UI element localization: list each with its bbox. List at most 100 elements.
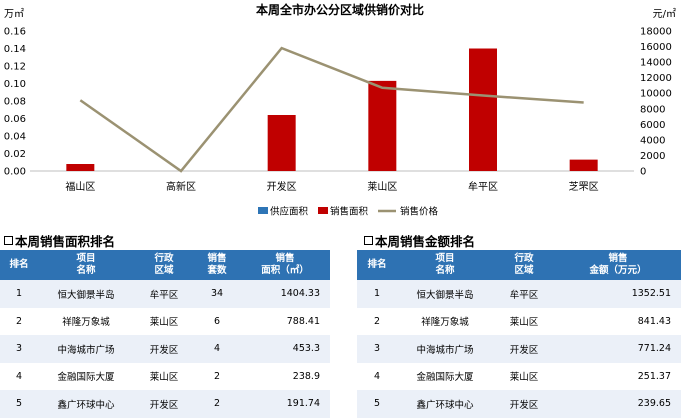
legend-label: 销售面积 <box>330 206 369 218</box>
left-tick-label: 0.06 <box>4 114 26 125</box>
area-table-cell: 恒大御景半岛 <box>38 280 134 308</box>
right-tick-label: 16000 <box>640 42 672 53</box>
left-tick-label: 0.16 <box>4 27 26 38</box>
area-table-cell: 6 <box>194 307 240 335</box>
right-tick-label: 2000 <box>640 151 665 162</box>
chart-legend: 供应面积 销售面积 销售价格 <box>258 206 439 218</box>
square-bullet-icon <box>364 236 373 245</box>
right-tick-label: 4000 <box>640 135 665 146</box>
area-table-cell: 祥隆万象城 <box>38 307 134 335</box>
area-ranking-title: 本周销售面积排名 <box>15 234 116 249</box>
left-tick-label: 0.02 <box>4 149 26 160</box>
area-ranking-table: 排名 项目 名称 行政 区域 销售 套数 销售 面积（㎡） 1 恒大御景半岛 牟平区 34 1404.3… <box>0 250 330 418</box>
amount-ranking-heading: 本周销售金额排名 <box>364 231 475 250</box>
right-tick-label: 14000 <box>640 58 672 69</box>
left-tick-label: 0.04 <box>4 132 26 143</box>
amount-table-cell: 恒大御景半岛 <box>397 280 493 308</box>
area-table-header-cell: 行政 区域 <box>134 250 194 280</box>
left-tick-label: 0.00 <box>4 167 26 178</box>
sales-area-bar <box>469 48 497 171</box>
sales-price-line <box>79 46 584 173</box>
left-tick-label: 0.12 <box>4 62 26 73</box>
sales-area-bar <box>66 164 95 171</box>
area-table-cell: 莱山区 <box>134 362 194 390</box>
area-table-cell: 2 <box>0 307 38 335</box>
amount-table-cell: 中海城市广场 <box>397 335 493 363</box>
right-tick-label: 6000 <box>640 120 665 131</box>
amount-table-cell: 239.65 <box>555 390 681 418</box>
area-table-cell: 中海城市广场 <box>38 335 134 363</box>
x-tick-label: 高新区 <box>166 180 196 193</box>
area-table-cell: 788.41 <box>240 307 330 335</box>
amount-table-cell: 3 <box>357 335 397 363</box>
table-row: 3 中海城市广场 开发区 771.24 <box>357 335 681 363</box>
table-row: 4 金融国际大厦 莱山区 251.37 <box>357 362 681 390</box>
amount-table-cell: 牟平区 <box>493 280 555 308</box>
area-table-header-cell: 销售 套数 <box>194 250 240 280</box>
area-table-cell: 453.3 <box>240 335 330 363</box>
square-bullet-icon <box>4 236 13 245</box>
amount-table-cell: 祥隆万象城 <box>397 307 493 335</box>
sales-area-bar <box>267 115 296 171</box>
area-table-cell: 开发区 <box>134 390 194 418</box>
table-row: 5 鑫广环球中心 开发区 2 191.74 <box>0 390 330 418</box>
amount-table-cell: 莱山区 <box>493 362 555 390</box>
x-tick-label: 牟平区 <box>468 180 498 193</box>
x-tick-label: 莱山区 <box>367 181 397 193</box>
area-table-cell: 金融国际大厦 <box>38 362 134 390</box>
x-tick-label: 开发区 <box>267 180 297 193</box>
area-table-cell: 1 <box>0 280 38 308</box>
amount-table-cell: 2 <box>357 307 397 335</box>
area-table-cell: 3 <box>0 335 38 363</box>
right-tick-label: 10000 <box>640 89 672 100</box>
right-axis-unit: 元/㎡ <box>653 8 676 20</box>
area-table-cell: 191.74 <box>240 390 330 418</box>
area-table-header-cell: 排名 <box>0 250 38 280</box>
amount-table-cell: 4 <box>357 362 397 390</box>
left-tick-label: 0.10 <box>4 79 26 90</box>
area-ranking-heading: 本周销售面积排名 <box>4 231 115 250</box>
chart-title: 本周全市办公分区域供销价对比 <box>256 2 424 17</box>
table-row: 5 鑫广环球中心 开发区 239.65 <box>357 390 681 418</box>
area-table-cell: 5 <box>0 390 38 418</box>
table-row: 2 祥隆万象城 莱山区 841.43 <box>357 307 681 335</box>
right-tick-label: 18000 <box>640 27 672 38</box>
left-axis-unit: 万㎡ <box>4 8 24 20</box>
amount-table-cell: 莱山区 <box>493 307 555 335</box>
amount-table-cell: 开发区 <box>493 335 555 363</box>
amount-table-cell: 1 <box>357 280 397 308</box>
amount-table-cell: 鑫广环球中心 <box>397 390 493 418</box>
area-table-cell: 开发区 <box>134 335 194 363</box>
table-row: 2 祥隆万象城 莱山区 6 788.41 <box>0 307 330 335</box>
right-tick-label: 0 <box>640 167 646 178</box>
legend-swatch <box>318 207 328 214</box>
area-table-header-cell: 项目 名称 <box>38 250 134 280</box>
amount-ranking-title: 本周销售金额排名 <box>375 234 476 249</box>
area-table-cell: 2 <box>194 390 240 418</box>
area-table-cell: 4 <box>194 335 240 363</box>
amount-table-cell: 841.43 <box>555 307 681 335</box>
x-tick-label: 芝罘区 <box>569 180 599 193</box>
amount-table-header-cell: 销售 金额（万元） <box>555 250 681 280</box>
amount-table-header-cell: 排名 <box>357 250 397 280</box>
legend-label: 供应面积 <box>270 206 309 218</box>
left-tick-label: 0.14 <box>4 44 26 55</box>
amount-table-cell: 1352.51 <box>555 280 681 308</box>
left-tick-label: 0.08 <box>4 97 26 108</box>
amount-table-cell: 771.24 <box>555 335 681 363</box>
area-table-cell: 238.9 <box>240 362 330 390</box>
amount-table-cell: 开发区 <box>493 390 555 418</box>
area-table-cell: 莱山区 <box>134 307 194 335</box>
area-table-cell: 牟平区 <box>134 280 194 308</box>
area-table-cell: 1404.33 <box>240 280 330 308</box>
right-tick-label: 8000 <box>640 104 665 115</box>
amount-table-cell: 251.37 <box>555 362 681 390</box>
area-table-cell: 4 <box>0 362 38 390</box>
table-row: 4 金融国际大厦 莱山区 2 238.9 <box>0 362 330 390</box>
amount-ranking-table: 排名 项目 名称 行政 区域 销售 金额（万元） 1 恒大御景半岛 牟平区 1352.51 2 祥隆万… <box>357 250 681 418</box>
sales-comparison-chart: 本周全市办公分区域供销价对比 万㎡ 元/㎡ 0.00 0.02 0.04 0.06 0.… <box>4 2 676 218</box>
x-tick-label: 福山区 <box>65 180 95 193</box>
legend-label: 销售价格 <box>400 206 439 218</box>
right-tick-label: 12000 <box>640 73 672 84</box>
table-row: 1 恒大御景半岛 牟平区 1352.51 <box>357 280 681 308</box>
